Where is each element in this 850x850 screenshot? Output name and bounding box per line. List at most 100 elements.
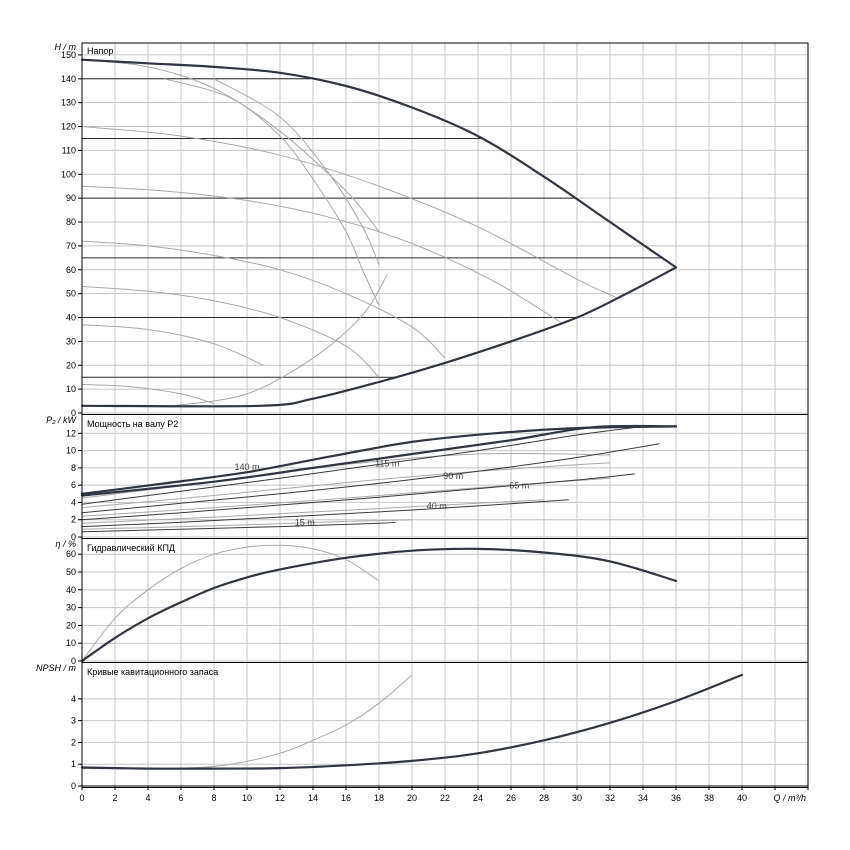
efficiency-y-tick-label: 0: [71, 656, 76, 666]
power-y-tick-label: 6: [71, 480, 76, 490]
x-tick-label: 30: [572, 793, 582, 803]
power-curve-label: 40 m: [427, 501, 447, 511]
x-tick-label: 32: [605, 793, 615, 803]
x-tick-label: 24: [473, 793, 483, 803]
power-thin-curve: [81, 462, 611, 509]
head-y-tick-label: 120: [61, 122, 76, 132]
power-curve-label: 65 m: [509, 480, 529, 490]
curves: [80, 58, 744, 770]
efficiency-y-tick-label: 60: [66, 549, 76, 559]
power-thin-curve: [81, 519, 413, 530]
efficiency-y-tick-label: 20: [66, 620, 76, 630]
x-tick-label: 34: [638, 793, 648, 803]
head-y-tick-label: 20: [66, 360, 76, 370]
npsh-y-tick-label: 3: [71, 716, 76, 726]
system-curve: [164, 78, 380, 306]
head-y-tick-label: 130: [61, 98, 76, 108]
power-envelope-upper: [80, 425, 678, 495]
x-tick-label: 2: [112, 793, 117, 803]
power-curve: [81, 473, 635, 521]
npsh-y-tick-label: 4: [71, 694, 76, 704]
power-y-axis-label: P₂ / kW: [46, 415, 77, 425]
efficiency-y-tick-label: 40: [66, 585, 76, 595]
power-y-tick-label: 12: [66, 428, 76, 438]
power-curve-label: 15 m: [295, 517, 315, 527]
power-y-tick-label: 4: [71, 497, 76, 507]
power-thin-curve: [81, 499, 545, 524]
head-envelope-upper: [80, 58, 678, 269]
x-tick-label: 10: [242, 793, 252, 803]
power-y-tick-label: 10: [66, 446, 76, 456]
efficiency-thin-curve: [81, 544, 380, 662]
head-y-tick-label: 90: [66, 193, 76, 203]
head-y-tick-label: 10: [66, 384, 76, 394]
power-y-tick-label: 2: [71, 515, 76, 525]
npsh-main-curve: [80, 673, 744, 770]
frame: [78, 42, 809, 790]
speed-curve: [81, 383, 215, 404]
npsh-panel-title: Кривые кавитационного запаса: [87, 667, 218, 677]
x-tick-label: 18: [374, 793, 384, 803]
power-curve-label: 140 m: [234, 462, 259, 472]
power-curve: [81, 425, 644, 505]
speed-curve: [81, 185, 561, 323]
head-y-tick-label: 150: [61, 50, 76, 60]
head-y-tick-label: 0: [71, 408, 76, 418]
speed-curve: [81, 59, 380, 232]
x-tick-label: 0: [79, 793, 84, 803]
head-y-tick-label: 30: [66, 336, 76, 346]
system-curve: [213, 78, 380, 266]
efficiency-panel-title: Гидравлический КПД: [87, 543, 175, 553]
x-tick-label: 12: [275, 793, 285, 803]
x-tick-label: 14: [308, 793, 318, 803]
npsh-y-tick-label: 0: [71, 781, 76, 791]
system-curve: [172, 274, 388, 407]
head-y-tick-label: 70: [66, 241, 76, 251]
head-y-tick-label: 80: [66, 217, 76, 227]
power-curve: [81, 521, 396, 533]
npsh-y-tick-label: 2: [71, 737, 76, 747]
efficiency-y-tick-label: 50: [66, 567, 76, 577]
head-panel-title: Напор: [87, 46, 113, 56]
power-curve-label: 90 m: [443, 471, 463, 481]
power-y-tick-label: 0: [71, 532, 76, 542]
x-tick-label: 38: [704, 793, 714, 803]
head-y-tick-label: 110: [62, 145, 76, 155]
head-y-tick-label: 140: [61, 74, 76, 84]
efficiency-y-tick-label: 30: [66, 603, 76, 613]
speed-curve: [81, 324, 264, 366]
x-tick-label: 36: [671, 793, 681, 803]
x-tick-label: 26: [506, 793, 516, 803]
x-tick-label: 8: [211, 793, 216, 803]
x-tick-label: 20: [407, 793, 417, 803]
head-y-tick-label: 100: [61, 169, 76, 179]
speed-curve: [81, 126, 619, 299]
head-y-tick-label: 40: [66, 313, 76, 323]
x-tick-label: 4: [145, 793, 150, 803]
power-y-tick-label: 8: [71, 463, 76, 473]
x-tick-label: 28: [539, 793, 549, 803]
efficiency-y-axis-label: η / %: [55, 539, 76, 549]
head-envelope-lower: [80, 266, 678, 408]
power-curve: [81, 499, 569, 528]
power-curve: [81, 443, 660, 514]
efficiency-main-curve: [80, 547, 678, 663]
head-y-axis-label: H / m: [55, 42, 77, 52]
speed-curve: [81, 240, 446, 359]
power-envelope-lower: [80, 424, 678, 497]
x-tick-label: 22: [440, 793, 450, 803]
npsh-y-axis-label: NPSH / m: [36, 663, 77, 673]
speed-curve: [81, 286, 380, 378]
x-axis-label: Q / m³/h: [773, 793, 806, 803]
head-y-tick-label: 50: [66, 289, 76, 299]
head-y-tick-label: 60: [66, 265, 76, 275]
x-tick-label: 16: [341, 793, 351, 803]
x-tick-label: 40: [737, 793, 747, 803]
x-tick-label: 6: [178, 793, 183, 803]
npsh-y-tick-label: 1: [71, 759, 76, 769]
power-curve-label: 115 m: [375, 459, 399, 469]
efficiency-y-tick-label: 10: [66, 638, 76, 648]
power-panel-title: Мощность на валу P2: [87, 419, 178, 429]
